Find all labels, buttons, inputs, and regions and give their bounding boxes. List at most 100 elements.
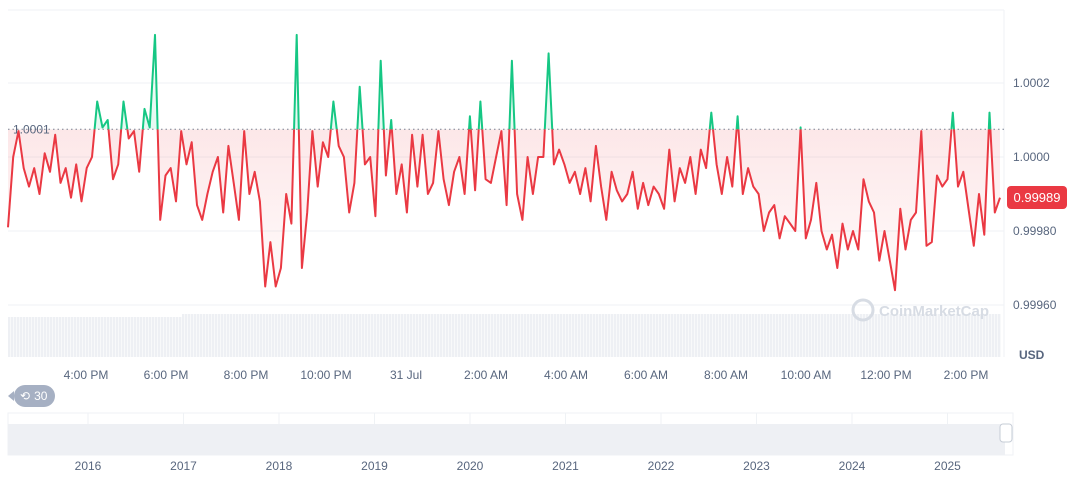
volume-bar — [923, 314, 926, 357]
volume-bar — [401, 314, 404, 357]
volume-bar — [83, 317, 86, 357]
volume-bar — [635, 314, 638, 357]
volume-bar — [95, 317, 98, 357]
volume-bar — [848, 314, 851, 357]
volume-bar — [473, 314, 476, 357]
volume-bar — [893, 314, 896, 357]
volume-bar — [827, 314, 830, 357]
watermark-text: CoinMarketCap — [879, 303, 989, 320]
volume-bar — [944, 314, 947, 357]
volume-bar — [113, 317, 116, 357]
volume-bar — [704, 314, 707, 357]
x-tick-label: 8:00 PM — [224, 368, 269, 382]
volume-bar — [137, 317, 140, 357]
volume-bar — [860, 314, 863, 357]
volume-bar — [230, 314, 233, 357]
volume-bar — [323, 314, 326, 357]
volume-bar — [770, 314, 773, 357]
volume-bar — [767, 314, 770, 357]
volume-bar — [782, 314, 785, 357]
volume-bar — [89, 317, 92, 357]
volume-bar — [536, 314, 539, 357]
volume-bar — [692, 314, 695, 357]
volume-bar — [554, 314, 557, 357]
volume-bar — [269, 314, 272, 357]
navigator-year-label: 2021 — [552, 459, 579, 473]
volume-bar — [695, 314, 698, 357]
volume-bar — [764, 314, 767, 357]
volume-bar — [461, 314, 464, 357]
volume-bar — [920, 314, 923, 357]
navigator-year-label: 2017 — [170, 459, 197, 473]
volume-bar — [713, 314, 716, 357]
volume-bar — [413, 314, 416, 357]
volume-bar — [584, 314, 587, 357]
volume-bar — [854, 314, 857, 357]
volume-bar — [941, 314, 944, 357]
volume-bar — [236, 314, 239, 357]
volume-bar — [962, 314, 965, 357]
volume-bar — [674, 314, 677, 357]
volume-bar — [542, 314, 545, 357]
volume-bar — [755, 314, 758, 357]
volume-bar — [563, 314, 566, 357]
volume-bar — [791, 314, 794, 357]
volume-bar — [314, 314, 317, 357]
volume-bar — [956, 314, 959, 357]
volume-bar — [320, 314, 323, 357]
volume-bar — [953, 314, 956, 357]
volume-bar — [239, 314, 242, 357]
history-button[interactable]: ⟲ 30 — [7, 385, 56, 407]
volume-bar — [593, 314, 596, 357]
volume-bar — [710, 314, 713, 357]
volume-bar — [734, 314, 737, 357]
volume-bar — [887, 314, 890, 357]
volume-bar — [14, 317, 17, 357]
volume-bar — [182, 314, 185, 357]
volume-bar — [449, 314, 452, 357]
volume-bar — [740, 314, 743, 357]
volume-bar — [818, 314, 821, 357]
volume-bar — [68, 317, 71, 357]
volume-bar — [659, 314, 662, 357]
volume-bar — [605, 314, 608, 357]
volume-bar — [446, 314, 449, 357]
volume-bar — [158, 317, 161, 357]
volume-bar — [92, 317, 95, 357]
volume-bar — [599, 314, 602, 357]
y-tick-label: 1.0000 — [1013, 150, 1050, 164]
volume-bar — [389, 314, 392, 357]
volume-bar — [959, 314, 962, 357]
navigator-handle[interactable] — [999, 423, 1013, 443]
volume-bar — [875, 314, 878, 357]
volume-bar — [731, 314, 734, 357]
volume-bar — [491, 314, 494, 357]
volume-bar — [743, 314, 746, 357]
volume-bar — [971, 314, 974, 357]
y-tick-label: 0.99980 — [1013, 224, 1057, 238]
volume-bar — [647, 314, 650, 357]
volume-bar — [464, 314, 467, 357]
volume-bar — [377, 314, 380, 357]
volume-bar — [476, 314, 479, 357]
volume-bar — [992, 314, 995, 357]
coinmarketcap-logo-icon — [851, 298, 875, 322]
volume-bar — [359, 314, 362, 357]
volume-bar — [488, 314, 491, 357]
volume-bar — [551, 314, 554, 357]
volume-bar — [305, 314, 308, 357]
volume-bar — [539, 314, 542, 357]
volume-bar — [680, 314, 683, 357]
volume-bar — [590, 314, 593, 357]
volume-bar — [650, 314, 653, 357]
volume-bar — [23, 317, 26, 357]
x-tick-label: 12:00 PM — [860, 368, 911, 382]
volume-bar — [41, 317, 44, 357]
volume-bar — [725, 314, 728, 357]
price-line-down — [7, 129, 1001, 292]
volume-bar — [602, 314, 605, 357]
volume-bar — [77, 317, 80, 357]
volume-bar — [86, 317, 89, 357]
volume-bar — [644, 314, 647, 357]
